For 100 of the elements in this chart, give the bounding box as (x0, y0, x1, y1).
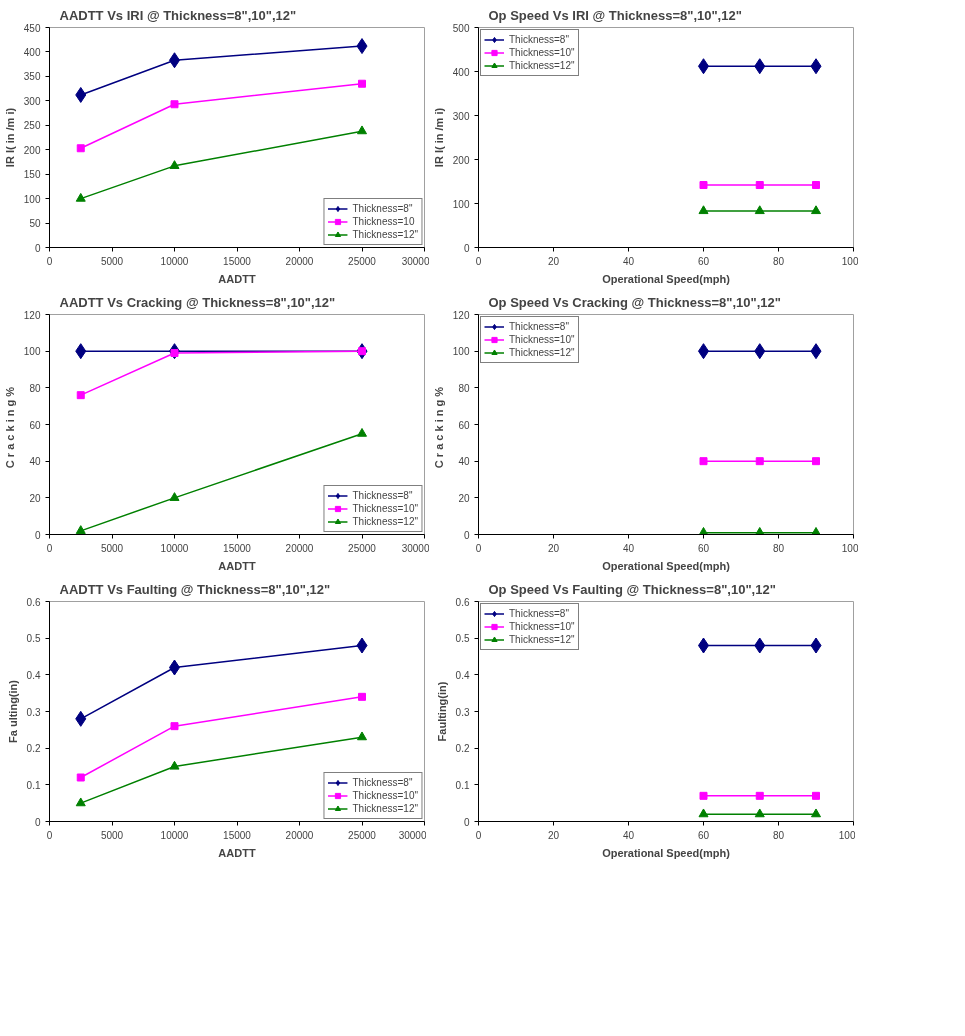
x-tick-label: 15000 (223, 255, 252, 267)
y-tick-label: 120 (452, 309, 470, 321)
x-tick-label: 30000 (398, 829, 427, 841)
x-tick-label: 40 (622, 829, 635, 841)
legend-label: Thickness=8" (352, 489, 413, 502)
y-tick-label: 0.3 (26, 706, 41, 718)
y-tick-label: 0.1 (455, 779, 470, 791)
chart-title: Op Speed Vs Cracking @ Thickness=8",10",12" (488, 294, 781, 310)
y-tick-label: 200 (23, 144, 41, 156)
y-tick-label: 400 (452, 66, 470, 78)
y-tick-label: 60 (458, 419, 470, 431)
x-tick-label: 80 (772, 829, 785, 841)
chart-title: Op Speed Vs Faulting @ Thickness=8",10",12" (488, 581, 776, 597)
legend-label: Thickness=10" (509, 333, 575, 346)
y-tick-label: 0.4 (26, 669, 41, 681)
x-axis-title: AADTT (218, 846, 256, 859)
y-tick-label: 100 (23, 193, 41, 205)
legend-label: Thickness=8" (352, 202, 413, 215)
x-tick-label: 20000 (285, 829, 314, 841)
x-tick-label: 25000 (348, 829, 377, 841)
x-tick-label: 25000 (348, 542, 377, 554)
y-tick-label: 0.5 (26, 633, 41, 645)
y-tick-label: 20 (458, 492, 470, 504)
y-tick-label: 450 (23, 22, 41, 34)
legend-label: Thickness=10" (509, 620, 575, 633)
y-tick-label: 100 (23, 346, 41, 358)
y-tick-label: 0.4 (455, 669, 470, 681)
x-tick-label: 0 (46, 829, 53, 841)
y-tick-label: 0.1 (26, 779, 41, 791)
chart-title: Op Speed Vs IRI @ Thickness=8",10",12" (488, 7, 742, 23)
x-tick-label: 0 (46, 255, 53, 267)
y-tick-label: 100 (452, 346, 470, 358)
y-axis-title: Fa ulting(in) (6, 679, 19, 743)
y-tick-label: 80 (29, 382, 41, 394)
y-tick-label: 80 (458, 382, 470, 394)
y-tick-label: 400 (23, 46, 41, 58)
chart-title: AADTT Vs Faulting @ Thickness=8",10",12" (59, 581, 331, 597)
legend-label: Thickness=8" (509, 33, 569, 46)
legend-label: Thickness=12" (509, 59, 575, 72)
x-tick-label: 5000 (100, 542, 124, 554)
x-tick-label: 80 (772, 542, 785, 554)
x-tick-label: 40 (622, 255, 635, 267)
y-tick-label: 0 (34, 816, 41, 828)
legend-label: Thickness=8" (352, 776, 413, 789)
y-tick-label: 0.2 (26, 743, 41, 755)
legend-label: Thickness=12" (352, 515, 418, 528)
x-tick-label: 10000 (160, 829, 189, 841)
x-tick-label: 60 (697, 542, 710, 554)
x-tick-label: 20 (547, 255, 560, 267)
x-tick-label: 10000 (160, 255, 189, 267)
y-tick-label: 0.6 (455, 596, 470, 608)
x-tick-label: 5000 (100, 255, 124, 267)
x-tick-label: 10000 (160, 542, 189, 554)
x-tick-label: 25000 (348, 255, 377, 267)
x-tick-label: 15000 (223, 542, 252, 554)
x-tick-label: 0 (46, 542, 53, 554)
x-tick-label: 100 (841, 255, 859, 267)
legend-label: Thickness=10" (352, 502, 418, 515)
x-tick-label: 30000 (401, 255, 430, 267)
x-tick-label: 15000 (223, 829, 252, 841)
y-tick-label: 0 (463, 242, 470, 254)
x-tick-label: 0 (475, 255, 482, 267)
x-tick-label: 20 (547, 829, 560, 841)
legend-label: Thickness=10" (352, 789, 418, 802)
x-tick-label: 60 (697, 829, 710, 841)
y-tick-label: 120 (23, 309, 41, 321)
x-tick-label: 30000 (401, 542, 430, 554)
x-tick-label: 20 (547, 542, 560, 554)
x-axis-title: Operational Speed(mph) (602, 559, 731, 572)
legend-label: Thickness=10" (509, 46, 575, 59)
x-tick-label: 0 (475, 542, 482, 554)
y-tick-label: 0.5 (455, 633, 470, 645)
y-tick-label: 0 (463, 529, 470, 541)
legend-label: Thickness=12" (509, 633, 575, 646)
x-tick-label: 60 (697, 255, 710, 267)
x-tick-label: 5000 (100, 829, 124, 841)
y-tick-label: 60 (29, 419, 41, 431)
x-axis-title: Operational Speed(mph) (602, 846, 731, 859)
x-tick-label: 100 (838, 829, 856, 841)
x-tick-label: 0 (475, 829, 482, 841)
y-tick-label: 300 (452, 110, 470, 122)
x-axis-title: AADTT (218, 272, 256, 285)
legend-label: Thickness=8" (509, 320, 569, 333)
y-tick-label: 40 (29, 456, 41, 468)
y-tick-label: 0 (34, 529, 41, 541)
y-axis-title: C r a c k i n g % (432, 386, 445, 469)
x-tick-label: 20000 (285, 255, 314, 267)
x-axis-title: AADTT (218, 559, 256, 572)
y-tick-label: 0.2 (455, 743, 470, 755)
x-axis-title: Operational Speed(mph) (602, 272, 731, 285)
y-tick-label: 40 (458, 456, 470, 468)
chart-title: AADTT Vs IRI @ Thickness=8",10",12" (59, 7, 297, 23)
chart-title: AADTT Vs Cracking @ Thickness=8",10",12" (59, 294, 336, 310)
legend-label: Thickness=12" (509, 346, 575, 359)
y-tick-label: 0 (463, 816, 470, 828)
y-tick-label: 50 (29, 218, 41, 230)
y-tick-label: 0.3 (455, 706, 470, 718)
y-tick-label: 200 (452, 154, 470, 166)
x-tick-label: 80 (772, 255, 785, 267)
y-axis-title: IR I( in /m i) (432, 107, 445, 168)
